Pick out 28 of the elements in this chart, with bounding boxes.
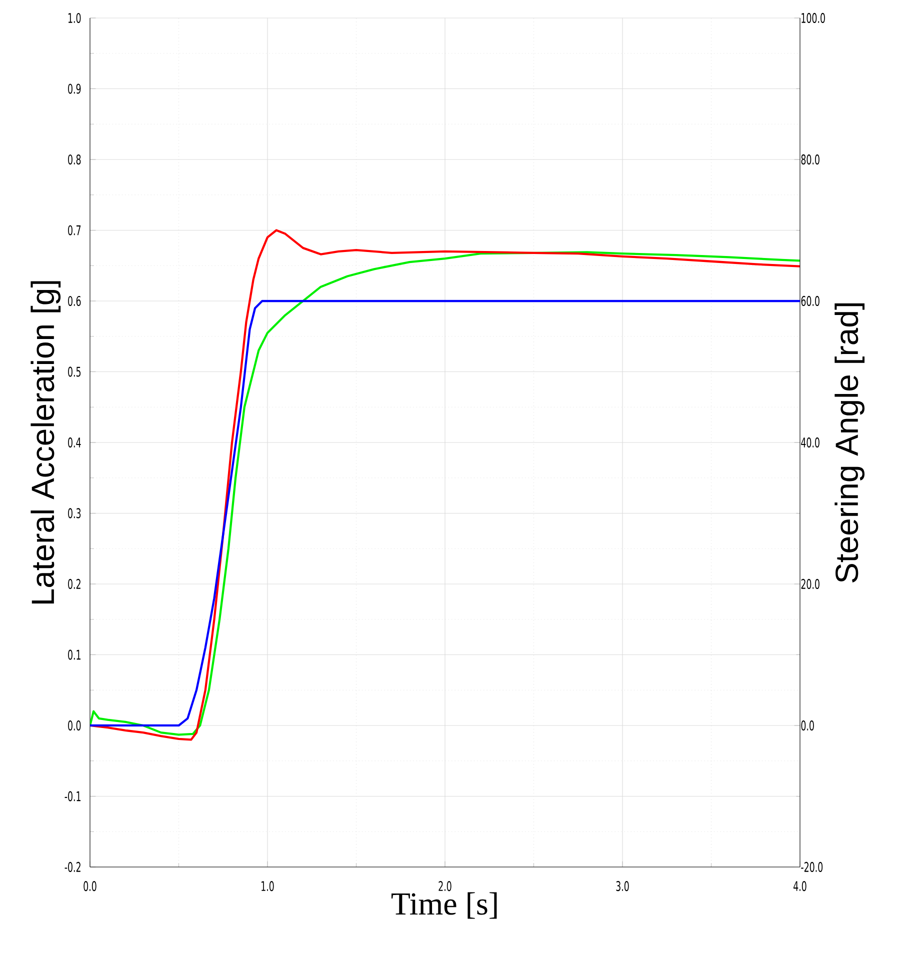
y2-tick-label: 0.0 [801, 720, 814, 731]
y-tick-label: 0.5 [68, 366, 81, 377]
y-tick-label: 0.0 [68, 720, 81, 731]
y-tick-label: -0.1 [64, 791, 80, 802]
y-tick-label: 0.7 [68, 225, 81, 236]
y2-tick-label: 40.0 [801, 437, 820, 448]
y-axis-title: Lateral Acceleration [g] [30, 281, 61, 604]
y-tick-label: 0.9 [68, 84, 81, 94]
x-tick-label: 1.0 [262, 881, 274, 892]
y2-axis-title: Steering Angle [rad] [834, 303, 865, 582]
y-tick-label: -0.2 [64, 862, 80, 872]
y-tick-label: 0.2 [68, 578, 80, 590]
y2-tick-label: -20.0 [801, 862, 823, 872]
y-tick-label: 1.0 [68, 12, 81, 24]
x-tick-label: 4.0 [794, 881, 806, 892]
y2-tick-label: 80.0 [801, 154, 820, 165]
y-tick-label: 0.6 [68, 296, 81, 306]
x-axis-title: Time [s] [391, 892, 497, 919]
y-tick-label: 0.3 [68, 508, 81, 518]
y-tick-label: 0.1 [68, 650, 80, 660]
x-tick-label: 2.0 [438, 881, 452, 892]
x-tick-label: 3.0 [616, 881, 629, 892]
y2-tick-label: 100.0 [802, 12, 825, 24]
y-tick-label: 0.8 [68, 154, 81, 165]
y2-tick-label: 60.0 [801, 296, 820, 306]
y-tick-label: 0.4 [68, 437, 81, 448]
x-tick-label: 0.0 [84, 881, 96, 892]
y2-tick-label: 20.0 [801, 578, 820, 590]
